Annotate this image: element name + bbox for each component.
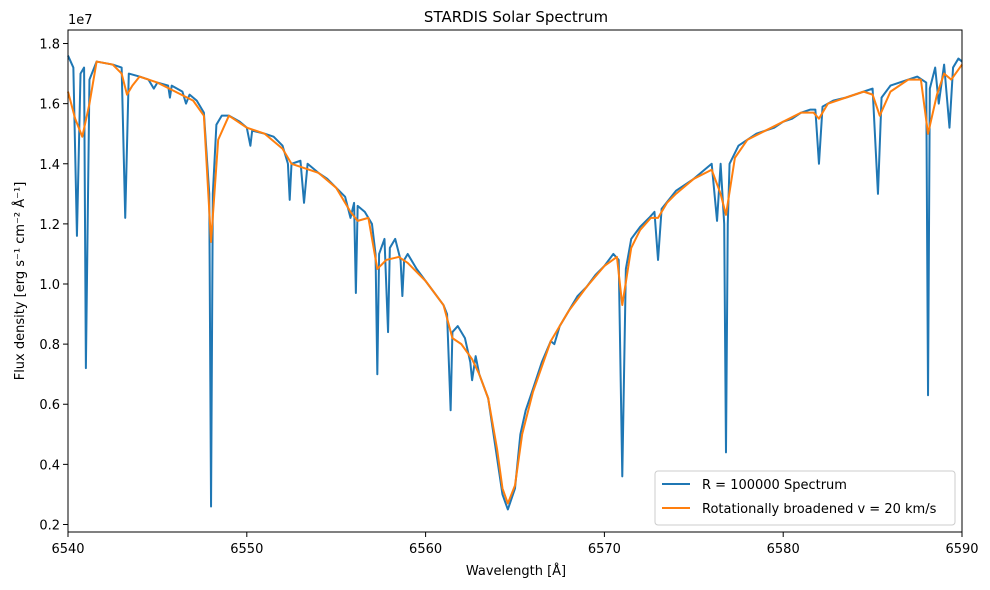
- y-axis: 0.2 0.4 0.6 0.8 1.0 1.2 1.4 1.6 1.8: [39, 38, 68, 533]
- x-axis: 6540 6550 6560 6570 6580 6590: [51, 532, 979, 557]
- legend-box: [654, 470, 956, 526]
- y-tick-label: 0.6: [39, 398, 60, 413]
- y-tick-label: 1.2: [39, 218, 60, 233]
- lines-layer: [67, 55, 963, 511]
- x-tick-label: 6570: [588, 542, 621, 557]
- y-scale-label: 1e7: [68, 13, 93, 28]
- y-tick-label: 1.8: [39, 38, 60, 53]
- y-tick-label: 1.0: [39, 278, 60, 293]
- chart-title: STARDIS Solar Spectrum: [424, 8, 608, 26]
- plot-frame: [68, 30, 962, 532]
- y-tick-label: 0.2: [39, 518, 60, 533]
- legend-label-spectrum: R = 100000 Spectrum: [702, 478, 847, 493]
- x-tick-label: 6560: [409, 542, 442, 557]
- y-tick-label: 0.8: [39, 338, 60, 353]
- x-tick-label: 6580: [767, 542, 800, 557]
- legend: R = 100000 Spectrum Rotationally broaden…: [654, 470, 956, 526]
- y-axis-label: Flux density [erg s⁻¹ cm⁻² Å⁻¹]: [12, 182, 28, 381]
- plot-border: [67, 29, 963, 533]
- y-tick-label: 0.4: [39, 458, 60, 473]
- y-tick-label: 1.6: [39, 98, 60, 113]
- x-tick-label: 6540: [51, 542, 84, 557]
- y-tick-label: 1.4: [39, 158, 60, 173]
- plot-area: [67, 29, 963, 533]
- x-tick-label: 6550: [230, 542, 263, 557]
- legend-label-broadened: Rotationally broadened v = 20 km/s: [702, 502, 937, 517]
- x-axis-label: Wavelength [Å]: [466, 563, 566, 579]
- series-line-broadened: [67, 60, 963, 505]
- x-tick-label: 6590: [945, 542, 978, 557]
